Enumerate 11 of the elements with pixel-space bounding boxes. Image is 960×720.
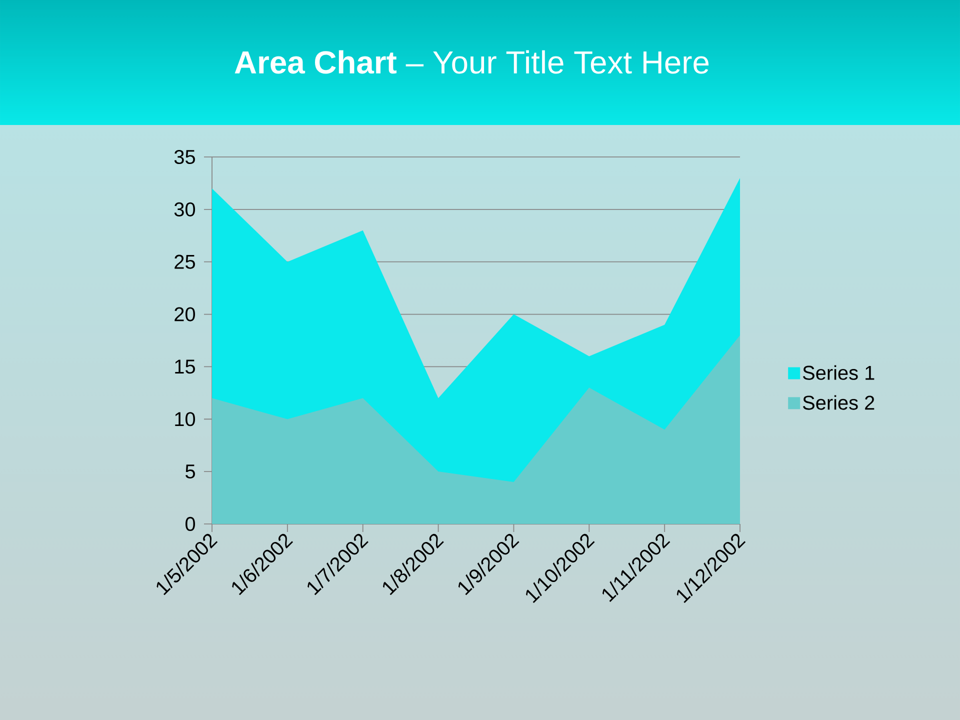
legend-label: Series 1 [802, 365, 874, 380]
y-tick-label: 5 [186, 464, 195, 478]
y-tick-label: 0 [186, 516, 196, 532]
y-tick-label: 30 [174, 202, 196, 216]
y-tick-label: 20 [174, 307, 196, 322]
chart-title: Area Chart – Your Title Text Here [234, 50, 709, 74]
y-tick-label: 10 [175, 412, 196, 426]
y-tick-label: 15 [175, 360, 195, 374]
legend-label: Series 2 [802, 395, 874, 410]
y-tick-label: 35 [174, 150, 195, 164]
y-tick-label: 25 [174, 254, 195, 269]
